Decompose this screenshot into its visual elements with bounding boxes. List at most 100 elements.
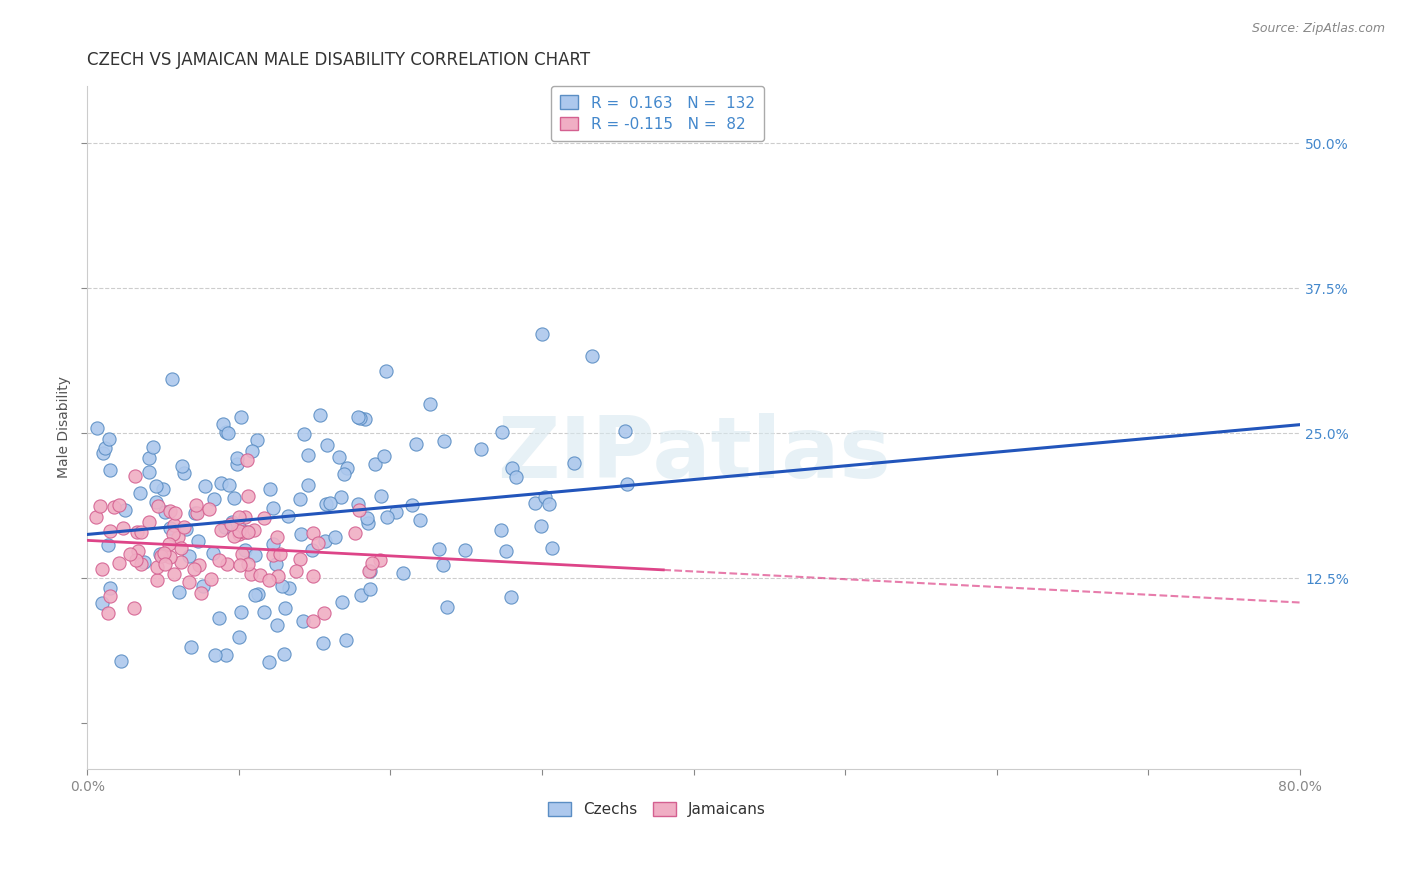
Point <box>131 557 153 571</box>
Point <box>236 489 259 503</box>
Point <box>226 457 249 471</box>
Point <box>97 432 120 446</box>
Point <box>228 631 250 645</box>
Y-axis label: Male Disability: Male Disability <box>58 376 72 478</box>
Point <box>284 564 307 578</box>
Point <box>138 515 160 529</box>
Point <box>145 574 167 588</box>
Point <box>208 552 231 566</box>
Point <box>153 558 176 572</box>
Point <box>315 497 337 511</box>
Point <box>152 482 174 496</box>
Point <box>201 546 224 560</box>
Point <box>533 491 555 505</box>
Point <box>236 524 259 539</box>
Point <box>249 567 271 582</box>
Point <box>145 495 167 509</box>
Point <box>152 548 174 562</box>
Point <box>184 498 207 512</box>
Point <box>501 460 523 475</box>
Point <box>347 497 370 511</box>
Point <box>91 446 114 460</box>
Point <box>173 467 195 481</box>
Point <box>419 397 441 411</box>
Legend: Czechs, Jamaicans: Czechs, Jamaicans <box>543 796 772 823</box>
Point <box>271 579 294 593</box>
Point <box>222 529 245 543</box>
Point <box>288 552 311 566</box>
Point <box>330 595 353 609</box>
Point <box>124 469 146 483</box>
Point <box>110 654 132 668</box>
Point <box>97 538 120 552</box>
Point <box>157 536 180 550</box>
Point <box>215 648 238 663</box>
Point <box>224 491 246 506</box>
Text: Source: ZipAtlas.com: Source: ZipAtlas.com <box>1251 22 1385 36</box>
Point <box>356 511 378 525</box>
Point <box>330 490 353 504</box>
Point <box>114 503 136 517</box>
Point <box>409 513 432 527</box>
Point <box>146 560 169 574</box>
Point <box>127 543 149 558</box>
Point <box>454 542 477 557</box>
Point <box>323 531 346 545</box>
Point <box>436 599 458 614</box>
Point <box>336 461 359 475</box>
Point <box>232 524 254 539</box>
Point <box>125 553 148 567</box>
Point <box>253 510 276 524</box>
Point <box>211 417 233 431</box>
Point <box>209 476 232 491</box>
Point <box>427 541 450 556</box>
Point <box>228 524 250 538</box>
Point <box>190 586 212 600</box>
Point <box>149 547 172 561</box>
Point <box>562 456 585 470</box>
Point <box>183 506 205 520</box>
Point <box>187 534 209 549</box>
Point <box>581 349 603 363</box>
Point <box>361 556 384 570</box>
Point <box>301 543 323 558</box>
Point <box>134 556 156 570</box>
Point <box>198 502 221 516</box>
Point <box>127 524 149 539</box>
Point <box>94 441 117 455</box>
Point <box>169 555 191 569</box>
Point <box>107 556 129 570</box>
Point <box>373 450 395 464</box>
Point <box>243 548 266 562</box>
Point <box>159 504 181 518</box>
Point <box>97 607 120 621</box>
Point <box>142 440 165 454</box>
Point <box>217 425 239 440</box>
Point <box>163 566 186 581</box>
Point <box>357 564 380 578</box>
Point <box>391 566 413 580</box>
Point <box>316 437 339 451</box>
Point <box>243 589 266 603</box>
Point <box>153 545 176 559</box>
Point <box>335 632 357 647</box>
Point <box>288 491 311 506</box>
Point <box>183 562 205 576</box>
Point <box>614 425 637 439</box>
Point <box>273 600 295 615</box>
Point <box>90 596 112 610</box>
Point <box>354 412 377 426</box>
Point <box>208 611 231 625</box>
Point <box>167 585 190 599</box>
Point <box>98 589 121 603</box>
Point <box>214 425 236 439</box>
Point <box>505 469 527 483</box>
Point <box>264 558 287 572</box>
Point <box>160 372 183 386</box>
Point <box>359 565 381 579</box>
Point <box>228 510 250 524</box>
Point <box>159 549 181 564</box>
Point <box>153 505 176 519</box>
Point <box>173 520 195 534</box>
Point <box>191 579 214 593</box>
